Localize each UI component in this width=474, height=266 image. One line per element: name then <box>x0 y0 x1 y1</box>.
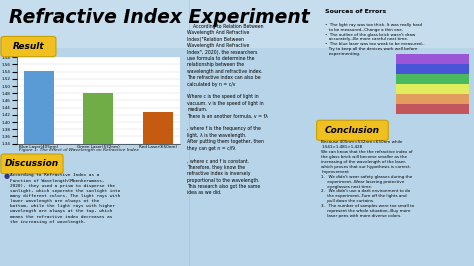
Bar <box>24 71 54 266</box>
Text: Conclusion: Conclusion <box>325 126 380 135</box>
Text: Refractive Index Experiment: Refractive Index Experiment <box>9 8 310 27</box>
Bar <box>0 0 474 48</box>
Text: Figure 1: The Effect of Wavelength on Refractive Index: Figure 1: The Effect of Wavelength on Re… <box>19 148 139 152</box>
Text: According to Relation Between
Wavelength And Refractive
Index("Relation Between
: According to Relation Between Wavelength… <box>187 24 268 195</box>
Bar <box>396 94 469 104</box>
Bar <box>396 104 469 114</box>
Bar <box>83 93 113 266</box>
Bar <box>396 84 469 94</box>
Bar <box>396 53 469 64</box>
Bar <box>143 112 173 266</box>
Text: According to Refractive Index as a
Function of Wavelength(Mbenkerumass,
2020), t: According to Refractive Index as a Funct… <box>10 173 121 224</box>
Bar <box>396 64 469 74</box>
Text: ●: ● <box>4 173 10 180</box>
Bar <box>396 74 469 84</box>
Text: Discussion: Discussion <box>5 159 59 168</box>
Text: Because 405nm<532nm<650nm while
1.541>1.481>1.428
We can know that the the refra: Because 405nm<532nm<650nm while 1.541>1.… <box>321 140 414 218</box>
Text: Sources of Errors: Sources of Errors <box>325 9 386 14</box>
Text: •  The light ray was too thick. It was really hard
   to be measured--Change a t: • The light ray was too thick. It was re… <box>325 23 424 56</box>
Text: Result: Result <box>13 42 44 51</box>
